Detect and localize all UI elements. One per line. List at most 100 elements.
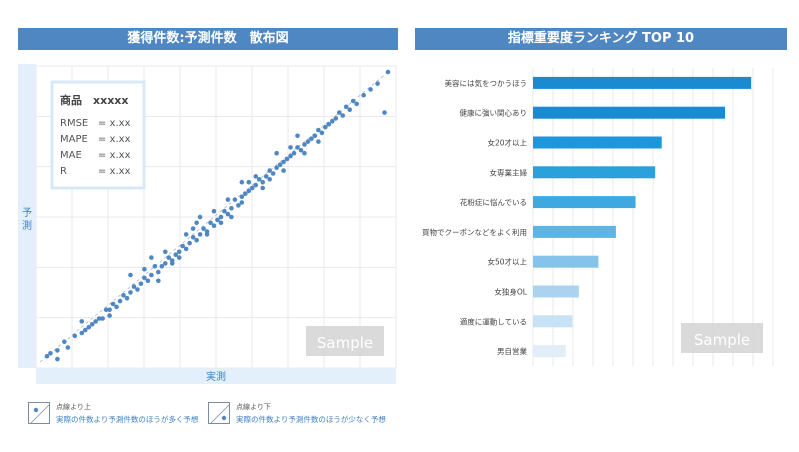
y-axis-label-char: 測 [22, 219, 32, 232]
data-point [281, 168, 286, 173]
data-point [288, 145, 293, 150]
y-axis-label-char: 予 [22, 207, 32, 219]
data-point [48, 351, 53, 356]
stats-label: RMSE [60, 118, 88, 129]
stats-box-title: 商品 xxxxx [60, 93, 128, 107]
data-point [340, 113, 346, 118]
data-point [256, 177, 262, 182]
bar [533, 285, 579, 298]
data-point [354, 101, 359, 107]
data-point [201, 226, 206, 231]
data-point [267, 177, 272, 182]
data-point [267, 168, 272, 173]
data-point [316, 139, 321, 144]
stats-label: MAPE [60, 134, 88, 145]
legend-below-text: 実際の件数より予測件数のほうが少なく予想 [236, 415, 386, 424]
data-point [382, 110, 387, 115]
data-point [305, 139, 311, 144]
data-point [215, 217, 220, 223]
data-point [156, 269, 161, 275]
data-point [295, 133, 300, 139]
data-point [263, 174, 269, 179]
data-point [232, 197, 238, 202]
data-point [138, 281, 144, 286]
data-point [333, 116, 339, 121]
data-point [145, 278, 151, 284]
data-point [135, 287, 140, 292]
data-point [65, 345, 71, 350]
x-axis-band [36, 368, 396, 384]
data-point [194, 237, 199, 243]
data-point [93, 319, 98, 324]
data-point [246, 188, 252, 194]
watermark-text: Sample [694, 331, 750, 349]
category-label: 女専業主婦 [490, 167, 528, 177]
data-point [197, 232, 203, 237]
data-point [253, 174, 259, 179]
y-axis-band [18, 64, 36, 368]
legend-above-text: 実際の件数より予測件数のほうが多く予想 [56, 415, 199, 424]
bar [533, 345, 566, 358]
bar [533, 106, 725, 119]
data-point [243, 191, 248, 197]
bar [533, 255, 599, 268]
data-point [385, 69, 391, 75]
stats-label: MAE [60, 150, 82, 161]
data-point [156, 278, 161, 284]
data-point [114, 304, 119, 310]
data-point [270, 171, 276, 176]
data-point [302, 142, 307, 147]
data-point [225, 197, 231, 202]
data-point [309, 136, 314, 141]
data-point [236, 203, 241, 208]
data-point [142, 266, 147, 272]
data-point [330, 119, 335, 124]
data-point [239, 194, 245, 199]
data-point [100, 316, 105, 321]
data-point [176, 249, 182, 255]
data-point [208, 220, 213, 226]
data-point [183, 232, 189, 237]
stats-label: R [60, 166, 67, 177]
watermark-box [681, 323, 763, 353]
watermark-box [306, 326, 384, 356]
category-label: 男自営業 [497, 346, 527, 356]
data-point [55, 356, 60, 362]
data-point [319, 130, 325, 136]
data-point [222, 208, 227, 214]
data-point [131, 284, 137, 289]
bar [533, 166, 656, 179]
data-point [82, 327, 88, 333]
data-point [128, 290, 133, 295]
data-point [190, 226, 196, 231]
data-point [89, 322, 95, 327]
data-point [149, 255, 154, 260]
data-point [55, 348, 60, 353]
data-point [187, 240, 192, 246]
data-point [190, 235, 196, 240]
bar [533, 225, 616, 238]
category-label: 女独身OL [494, 287, 527, 297]
data-point [211, 223, 217, 228]
data-point [86, 324, 92, 330]
legend-above-icon [28, 402, 50, 424]
data-point [152, 264, 158, 269]
data-point [239, 200, 245, 205]
data-point [176, 255, 182, 260]
category-label: 女50才以上 [487, 257, 527, 267]
data-point [326, 121, 332, 127]
data-point [173, 252, 179, 257]
bar [533, 136, 662, 149]
category-label: 美容には気をつかうほう [445, 78, 528, 88]
data-point [149, 272, 154, 278]
data-point [142, 275, 147, 281]
data-point [312, 133, 318, 139]
data-point [169, 261, 175, 266]
data-point [166, 255, 172, 260]
data-point [298, 148, 304, 153]
data-point [361, 92, 366, 98]
bar [533, 315, 573, 328]
data-point [62, 339, 67, 345]
data-point [350, 98, 356, 104]
data-point [194, 220, 199, 226]
